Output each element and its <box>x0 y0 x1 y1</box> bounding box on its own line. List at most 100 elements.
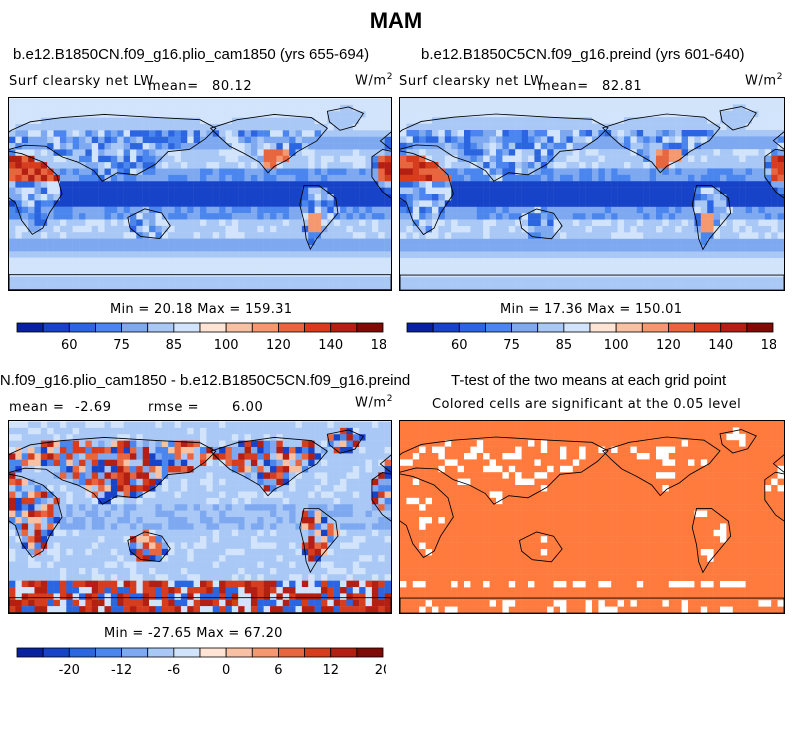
map-cell <box>231 517 239 524</box>
map-cell <box>129 123 137 131</box>
map-cell <box>624 200 631 208</box>
map-cell <box>502 168 510 176</box>
map-cell <box>508 213 516 220</box>
map-cell <box>617 251 625 259</box>
map-cell <box>206 130 213 137</box>
map-cell <box>136 446 143 454</box>
map-cell <box>438 270 446 278</box>
map-cell <box>739 226 746 233</box>
map-cell <box>694 264 702 272</box>
map-cell <box>270 529 277 537</box>
map-cell <box>444 117 452 124</box>
map-cell <box>193 257 201 265</box>
map-cell <box>257 434 264 441</box>
map-cell <box>451 277 458 284</box>
map-cell <box>540 213 548 220</box>
map-cell <box>180 270 188 277</box>
map-cell <box>53 453 61 460</box>
map-cell <box>340 510 347 518</box>
map-cell <box>508 174 516 182</box>
map-cell <box>643 283 650 290</box>
map-cell <box>289 427 296 435</box>
map-cell <box>604 117 612 124</box>
map-cell <box>579 238 586 246</box>
map-cell <box>238 491 245 499</box>
colorbar-swatch <box>694 322 722 333</box>
map-cell <box>212 257 220 265</box>
map-cell <box>28 104 35 112</box>
map-cell <box>720 200 727 208</box>
map-cell <box>451 238 458 246</box>
map-cell <box>668 238 676 246</box>
map-cell <box>98 555 105 562</box>
map-cell <box>611 142 618 150</box>
map-cell <box>59 98 67 106</box>
map-cell <box>739 219 746 227</box>
map-cell <box>560 264 567 272</box>
map-cell <box>675 174 682 182</box>
map-cell <box>161 136 169 144</box>
map-cell <box>438 155 446 163</box>
map-cell <box>534 270 542 278</box>
map-cell <box>419 104 426 112</box>
map-cell <box>630 155 638 163</box>
map-cell <box>225 485 233 492</box>
map-cell <box>476 130 484 137</box>
map-cell <box>225 440 233 448</box>
map-cell <box>98 174 105 182</box>
map-cell <box>384 434 391 441</box>
map-cell <box>59 264 67 271</box>
map-cell <box>371 251 379 258</box>
map-cell <box>726 270 734 278</box>
map-cell <box>206 181 213 188</box>
map-cell <box>161 440 169 448</box>
map-cell <box>649 110 657 118</box>
map-cell <box>496 283 503 290</box>
map-cell <box>187 440 194 448</box>
map-cell <box>263 517 271 524</box>
map-cell <box>470 219 478 227</box>
map-cell <box>340 440 347 448</box>
map-cell <box>352 548 360 556</box>
map-cell <box>168 219 175 227</box>
map-cell <box>161 143 169 150</box>
map-cell <box>489 162 497 169</box>
map-cell <box>104 536 112 543</box>
map-cell <box>270 181 277 188</box>
map-cell <box>225 434 233 441</box>
map-cell <box>649 264 657 272</box>
map-cell <box>155 174 163 182</box>
map-cell <box>91 276 99 284</box>
map-cell <box>451 187 458 195</box>
map-cell <box>53 168 61 176</box>
map-cell <box>161 472 169 480</box>
map-cell <box>758 181 766 188</box>
map-cell <box>444 264 452 272</box>
map-cell <box>129 104 137 112</box>
map-cell <box>110 536 118 543</box>
map-cell <box>104 453 112 460</box>
map-cell <box>276 174 283 182</box>
map-cell <box>713 104 721 112</box>
map-cell <box>359 117 366 125</box>
map-cell <box>161 117 169 125</box>
map-cell <box>406 258 414 265</box>
map-cell <box>585 187 593 195</box>
map-cell <box>359 446 366 454</box>
map-cell <box>352 168 360 176</box>
map-cell <box>528 117 535 124</box>
map-cell <box>53 491 61 499</box>
map-cell <box>764 226 772 233</box>
map-cell <box>713 219 721 227</box>
map-cell <box>136 529 143 537</box>
map-cell <box>483 123 490 131</box>
map-cell <box>534 232 542 240</box>
colorbar-swatch <box>199 322 227 333</box>
map-cell <box>643 270 650 278</box>
map-cell <box>104 466 112 473</box>
map-cell <box>219 168 226 176</box>
map-cell <box>270 497 277 505</box>
map-cell <box>508 162 516 169</box>
map-cell <box>72 478 80 486</box>
map-cell <box>707 264 714 272</box>
